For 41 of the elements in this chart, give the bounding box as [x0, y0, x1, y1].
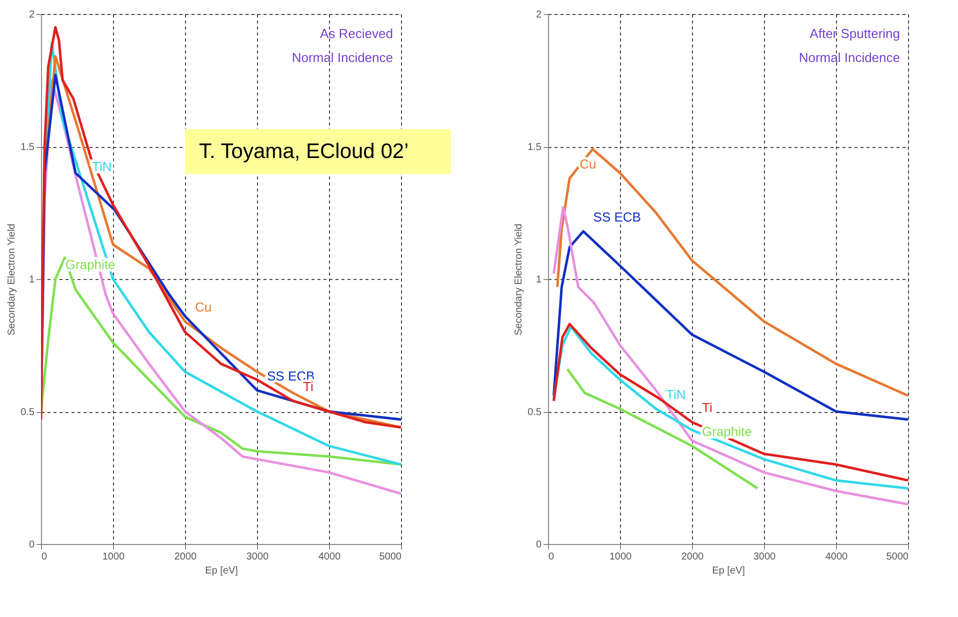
annotation: After Sputtering [810, 26, 900, 41]
y-tick-label: 1 [536, 274, 542, 286]
y-tick-label: 1.5 [20, 142, 35, 153]
line-series [552, 206, 908, 506]
annotation: Normal Incidence [292, 50, 393, 65]
annotation: Normal Incidence [798, 50, 900, 65]
y-axis-title: Secondary Electron Yield [6, 224, 18, 336]
y-axis-title: Secondary Electron Yield [514, 224, 525, 336]
x-tick-label: 5000 [886, 552, 909, 562]
line-series [41, 256, 401, 466]
series-label: Ti [303, 378, 314, 394]
y-tick-label: 0.5 [528, 407, 542, 418]
y-tick-label: 2 [28, 10, 35, 20]
x-tick-label: 5000 [379, 552, 402, 562]
text: T. Toyama, ECloud 02’ [199, 140, 409, 163]
series-label: Cu [195, 299, 212, 314]
y-tick-label: 0.5 [20, 407, 35, 418]
x-tick-label: 2000 [174, 552, 198, 562]
x-tick-label: 4000 [318, 552, 342, 562]
x-tick-label: 0 [42, 552, 48, 562]
y-tick-label: 0 [536, 540, 542, 550]
series-label: Ti [702, 400, 712, 416]
x-tick-label: 1000 [609, 552, 632, 562]
line-series [566, 368, 759, 490]
series-label: TiN [666, 386, 686, 402]
annotation: As Recieved [320, 26, 393, 41]
y-tick-label: 1 [28, 274, 35, 286]
y-tick-label: 1.5 [528, 142, 542, 153]
x-tick-label: 1000 [102, 552, 126, 562]
x-axis-title: Ep [eV] [205, 566, 238, 576]
line-series [552, 230, 908, 421]
x-tick-label: 3000 [246, 552, 270, 562]
x-tick-label: 0 [548, 552, 554, 562]
y-tick-label: 0 [28, 540, 35, 550]
x-tick-label: 4000 [825, 552, 848, 562]
x-tick-label: 2000 [681, 552, 704, 562]
x-axis-title: Ep [eV] [712, 566, 746, 576]
line-series [556, 148, 908, 397]
x-tick-label: 3000 [753, 552, 776, 562]
y-tick-label: 2 [536, 10, 542, 20]
series-label: SS ECB [593, 209, 641, 224]
